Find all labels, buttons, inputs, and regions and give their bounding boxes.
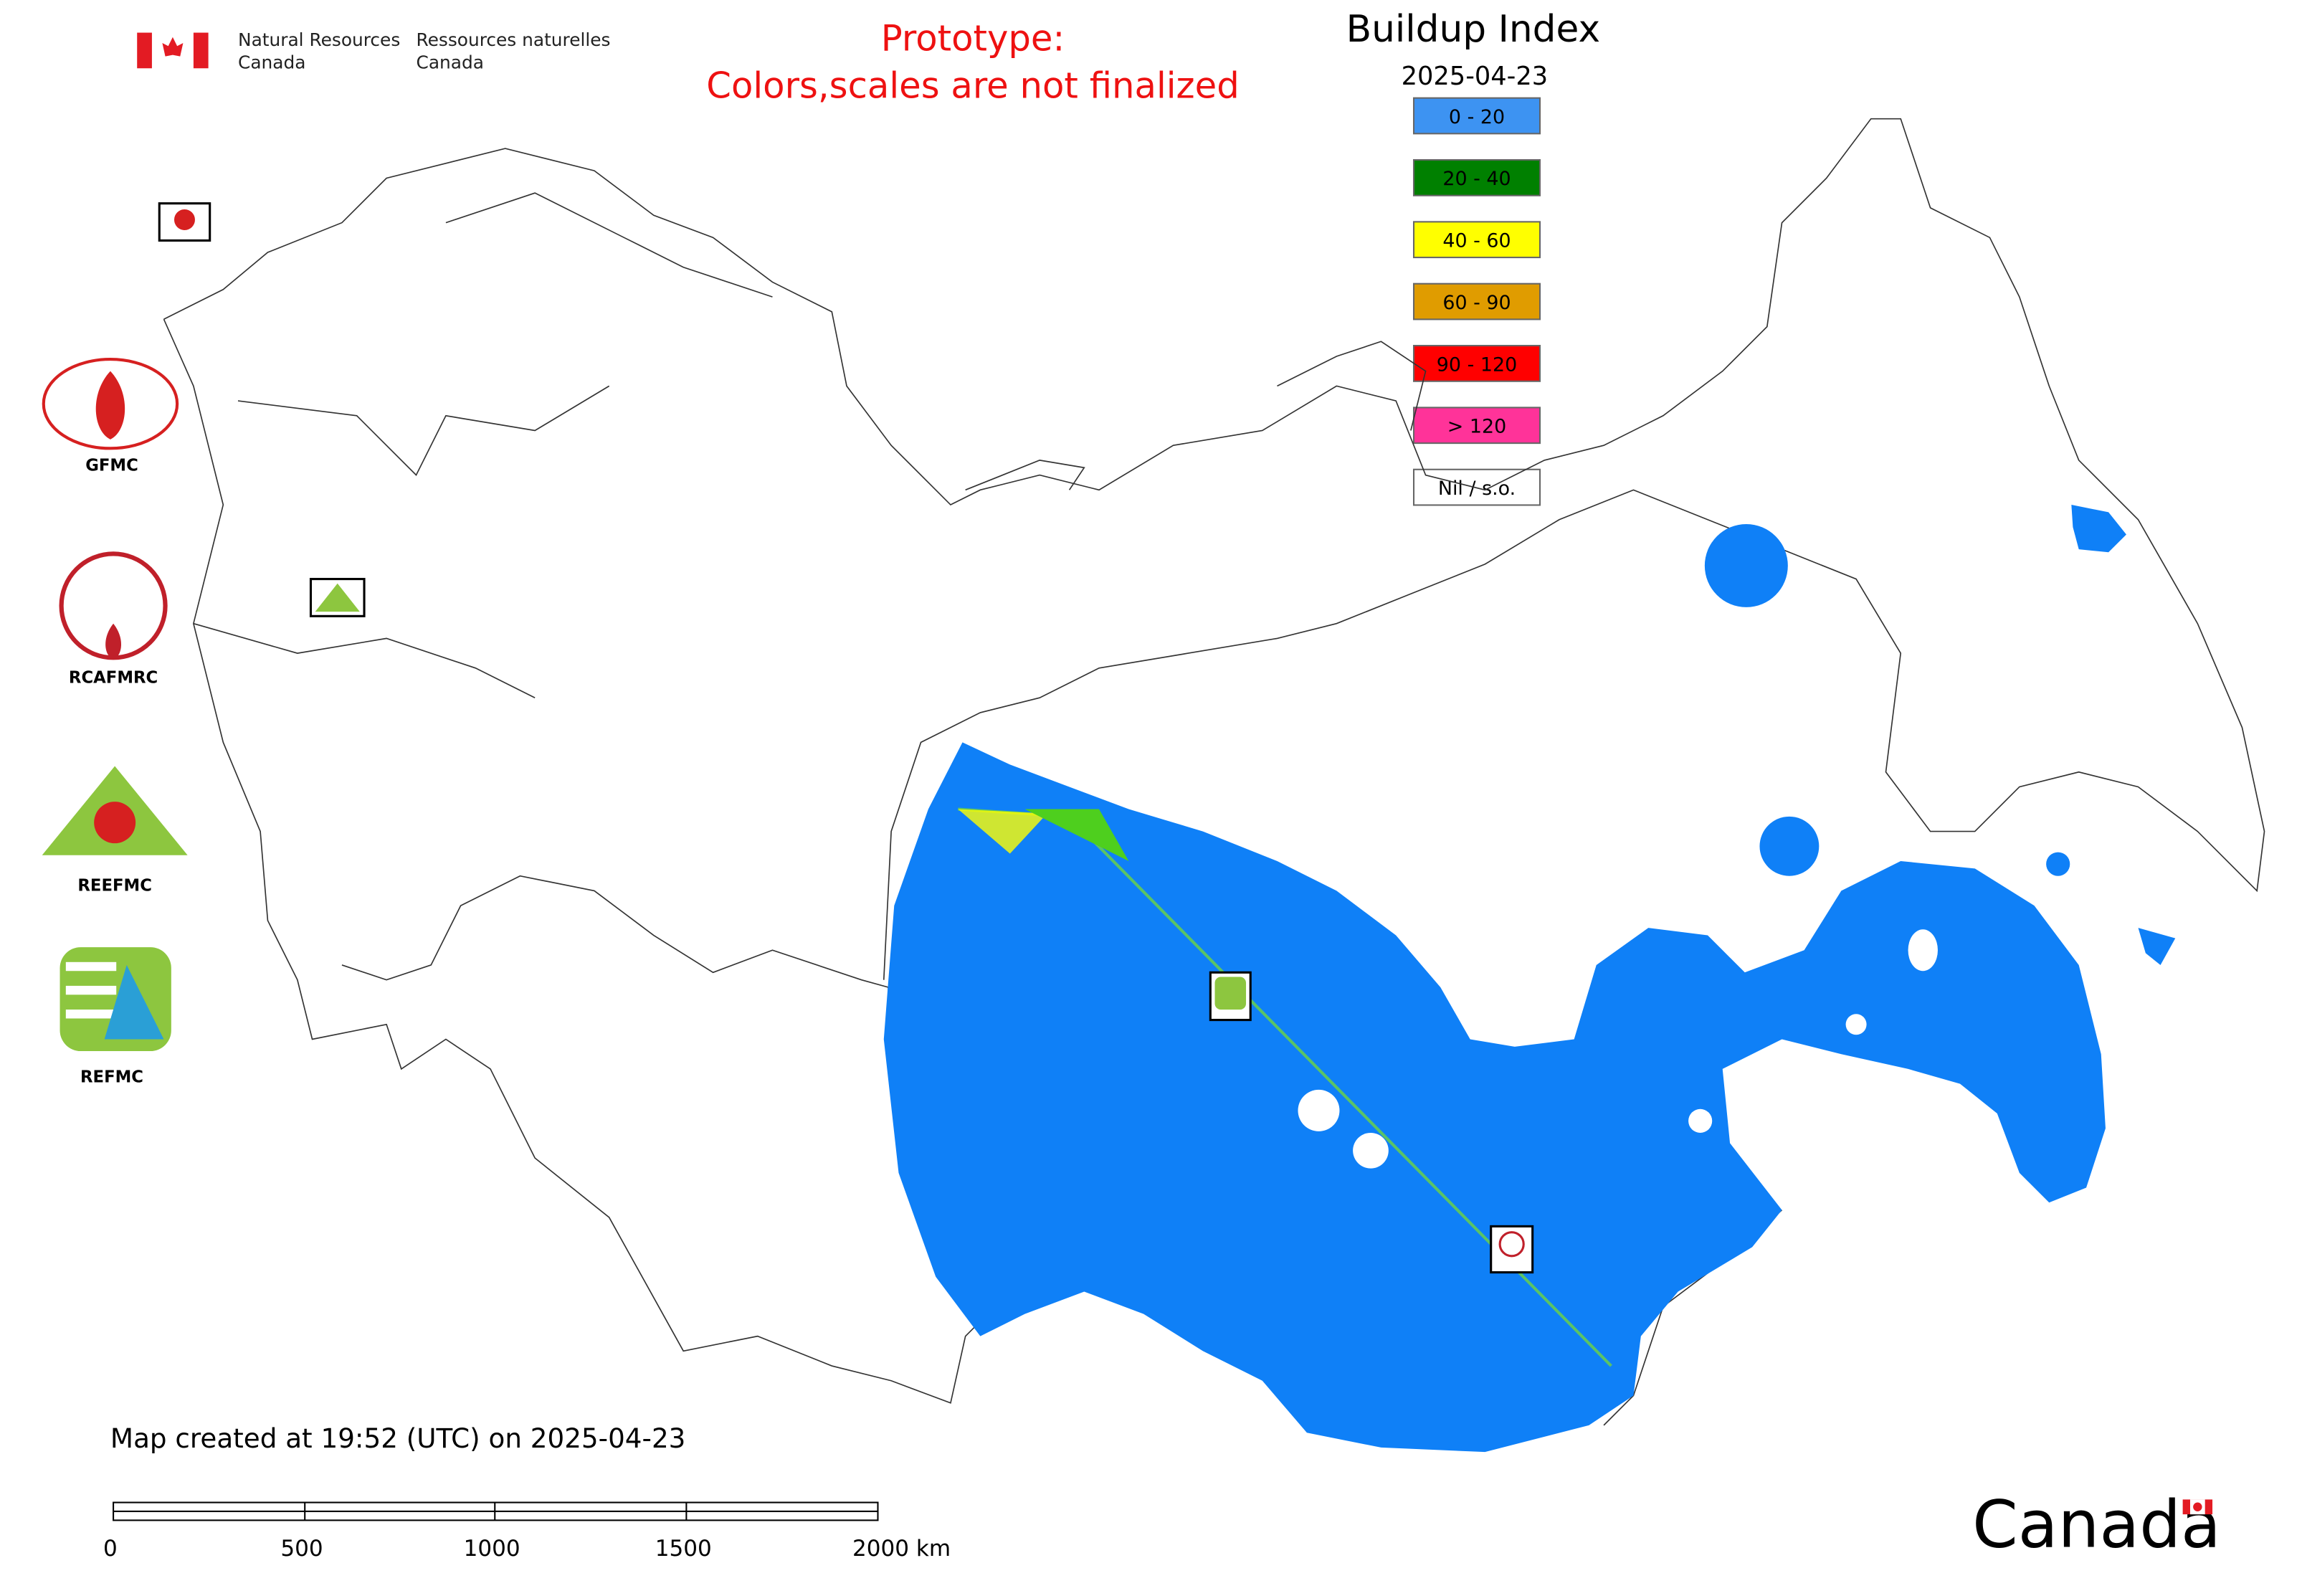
canada-flag (137, 32, 209, 69)
dept-fr: Canada (417, 52, 484, 72)
dept-en: Natural Resources (238, 29, 400, 50)
wordmark-flag (2182, 1499, 2213, 1515)
legend-swatch (1412, 97, 1541, 135)
notice: Colors,scales are not finalized (706, 65, 1239, 107)
legend-label: 90 - 120 (1437, 353, 1517, 376)
scale-label: 1000 (464, 1536, 520, 1562)
legend-label: 40 - 60 (1442, 230, 1511, 252)
scale-label: 1500 (655, 1536, 712, 1562)
logo-label: RCAFMRC (69, 669, 158, 688)
legend-swatch (1412, 407, 1541, 445)
scale-label: 500 (280, 1536, 323, 1562)
legend-label: 0 - 20 (1449, 106, 1505, 128)
scale-bar (113, 1501, 879, 1521)
gfmc-logo (42, 358, 179, 450)
legend-swatch (1412, 282, 1541, 320)
logo-label: REFMC (80, 1068, 143, 1087)
legend-swatch (1412, 468, 1541, 506)
scale-labels: 0 500 1000 1500 2000 km (103, 1536, 951, 1562)
dept-en: Canada (238, 52, 305, 72)
rcafmrc-logo (59, 551, 168, 660)
dept-fr: Ressources naturelles (417, 29, 611, 50)
map-markers (158, 202, 1534, 1274)
bui-surface (883, 505, 2176, 1453)
legend-swatch (1412, 158, 1541, 196)
scale-label: 2000 km (852, 1536, 951, 1562)
created-note: Map created at 19:52 (UTC) on 2025-04-23 (110, 1422, 685, 1454)
legend-label: 20 - 40 (1442, 168, 1511, 190)
legend-label: 60 - 90 (1442, 292, 1511, 314)
reefmc-logo (42, 766, 188, 855)
legend-title: Buildup Index (1346, 8, 1600, 51)
logo-label: GFMC (85, 456, 138, 475)
legend-label: > 120 (1447, 416, 1506, 438)
notice: Prototype: (881, 17, 1065, 59)
canada-wordmark: Canada (1972, 1487, 2221, 1563)
legend: 0 - 20 20 - 40 40 - 60 60 - 90 90 - 120 > 120… (1412, 97, 1541, 506)
legend-swatch (1412, 345, 1541, 382)
refmc-logo (60, 947, 171, 1052)
scale-label: 0 (103, 1536, 118, 1562)
logo-label: REEFMC (77, 876, 152, 895)
legend-date: 2025-04-23 (1402, 62, 1549, 91)
legend-swatch (1412, 221, 1541, 259)
